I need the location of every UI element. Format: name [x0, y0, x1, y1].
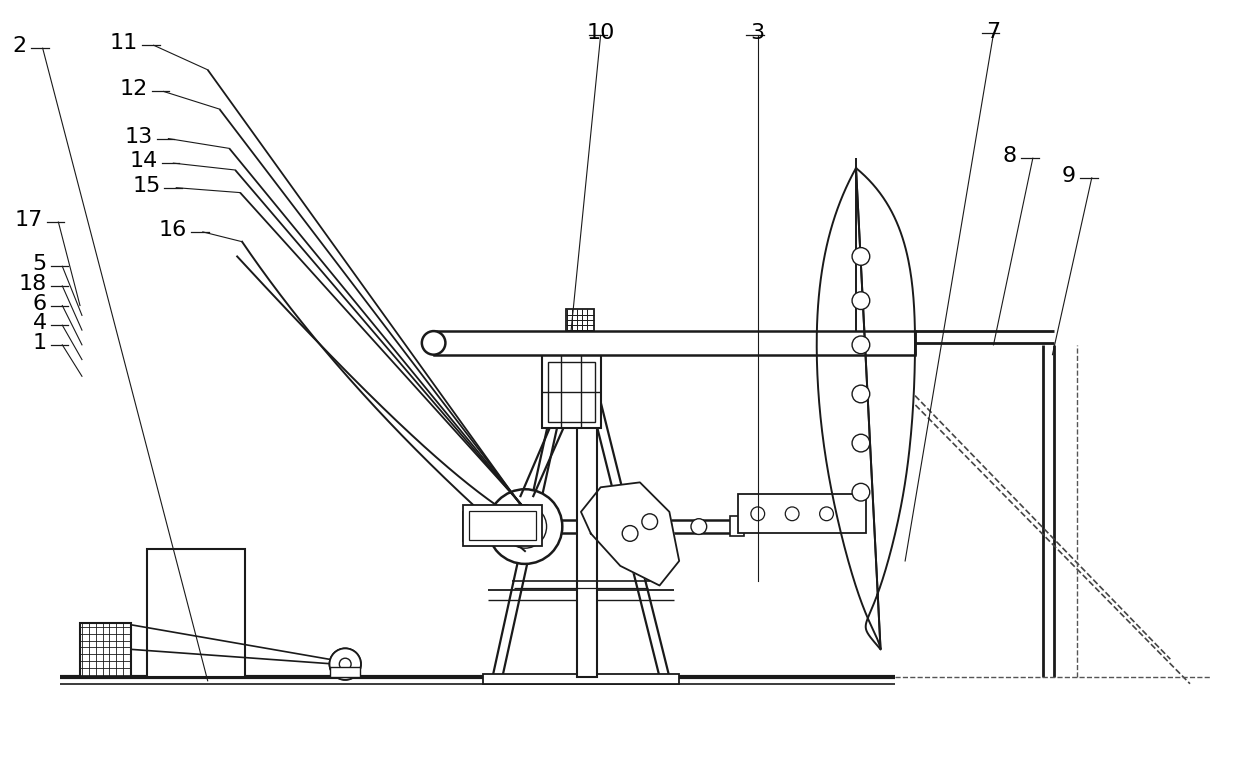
- Circle shape: [657, 519, 672, 535]
- Circle shape: [422, 331, 445, 354]
- Bar: [146, 549, 246, 677]
- Text: 8: 8: [1003, 147, 1017, 166]
- Polygon shape: [582, 482, 680, 586]
- Circle shape: [852, 385, 869, 403]
- Bar: [548, 361, 595, 423]
- Text: 5: 5: [32, 254, 47, 274]
- Circle shape: [691, 519, 707, 535]
- Bar: [463, 505, 542, 546]
- Bar: [331, 667, 360, 677]
- Bar: [463, 512, 477, 541]
- Circle shape: [852, 292, 869, 310]
- Circle shape: [751, 507, 765, 521]
- Text: 13: 13: [124, 126, 153, 147]
- Circle shape: [785, 507, 799, 521]
- Circle shape: [487, 489, 562, 564]
- Text: 1: 1: [32, 333, 47, 353]
- Bar: [482, 674, 680, 684]
- Text: 7: 7: [987, 21, 1001, 42]
- Bar: [577, 353, 596, 677]
- Polygon shape: [817, 168, 915, 649]
- Circle shape: [516, 517, 533, 535]
- Circle shape: [613, 519, 629, 535]
- Text: 14: 14: [129, 151, 157, 171]
- Text: 9: 9: [1061, 166, 1076, 186]
- Circle shape: [852, 484, 869, 501]
- Circle shape: [642, 514, 657, 529]
- Circle shape: [852, 248, 869, 265]
- Bar: [81, 622, 131, 677]
- Text: 10: 10: [587, 24, 615, 43]
- Circle shape: [330, 648, 361, 680]
- Circle shape: [852, 434, 869, 452]
- Bar: [567, 310, 594, 331]
- Bar: [434, 331, 915, 354]
- Text: 3: 3: [750, 24, 765, 43]
- Circle shape: [503, 505, 547, 548]
- Text: 4: 4: [32, 314, 47, 333]
- Bar: [469, 511, 536, 540]
- Text: 15: 15: [133, 176, 160, 196]
- Bar: [738, 494, 866, 533]
- Circle shape: [820, 507, 833, 521]
- Circle shape: [622, 525, 637, 541]
- Text: 17: 17: [15, 210, 42, 230]
- Bar: [542, 354, 600, 428]
- Text: 12: 12: [119, 79, 148, 100]
- Text: 6: 6: [32, 293, 47, 314]
- Text: 16: 16: [159, 220, 187, 240]
- Text: 18: 18: [19, 274, 47, 294]
- Text: 2: 2: [12, 36, 27, 56]
- Circle shape: [340, 659, 351, 670]
- Bar: [730, 516, 744, 536]
- Circle shape: [852, 336, 869, 354]
- Circle shape: [330, 648, 361, 680]
- Text: 11: 11: [109, 33, 138, 53]
- Circle shape: [340, 659, 351, 670]
